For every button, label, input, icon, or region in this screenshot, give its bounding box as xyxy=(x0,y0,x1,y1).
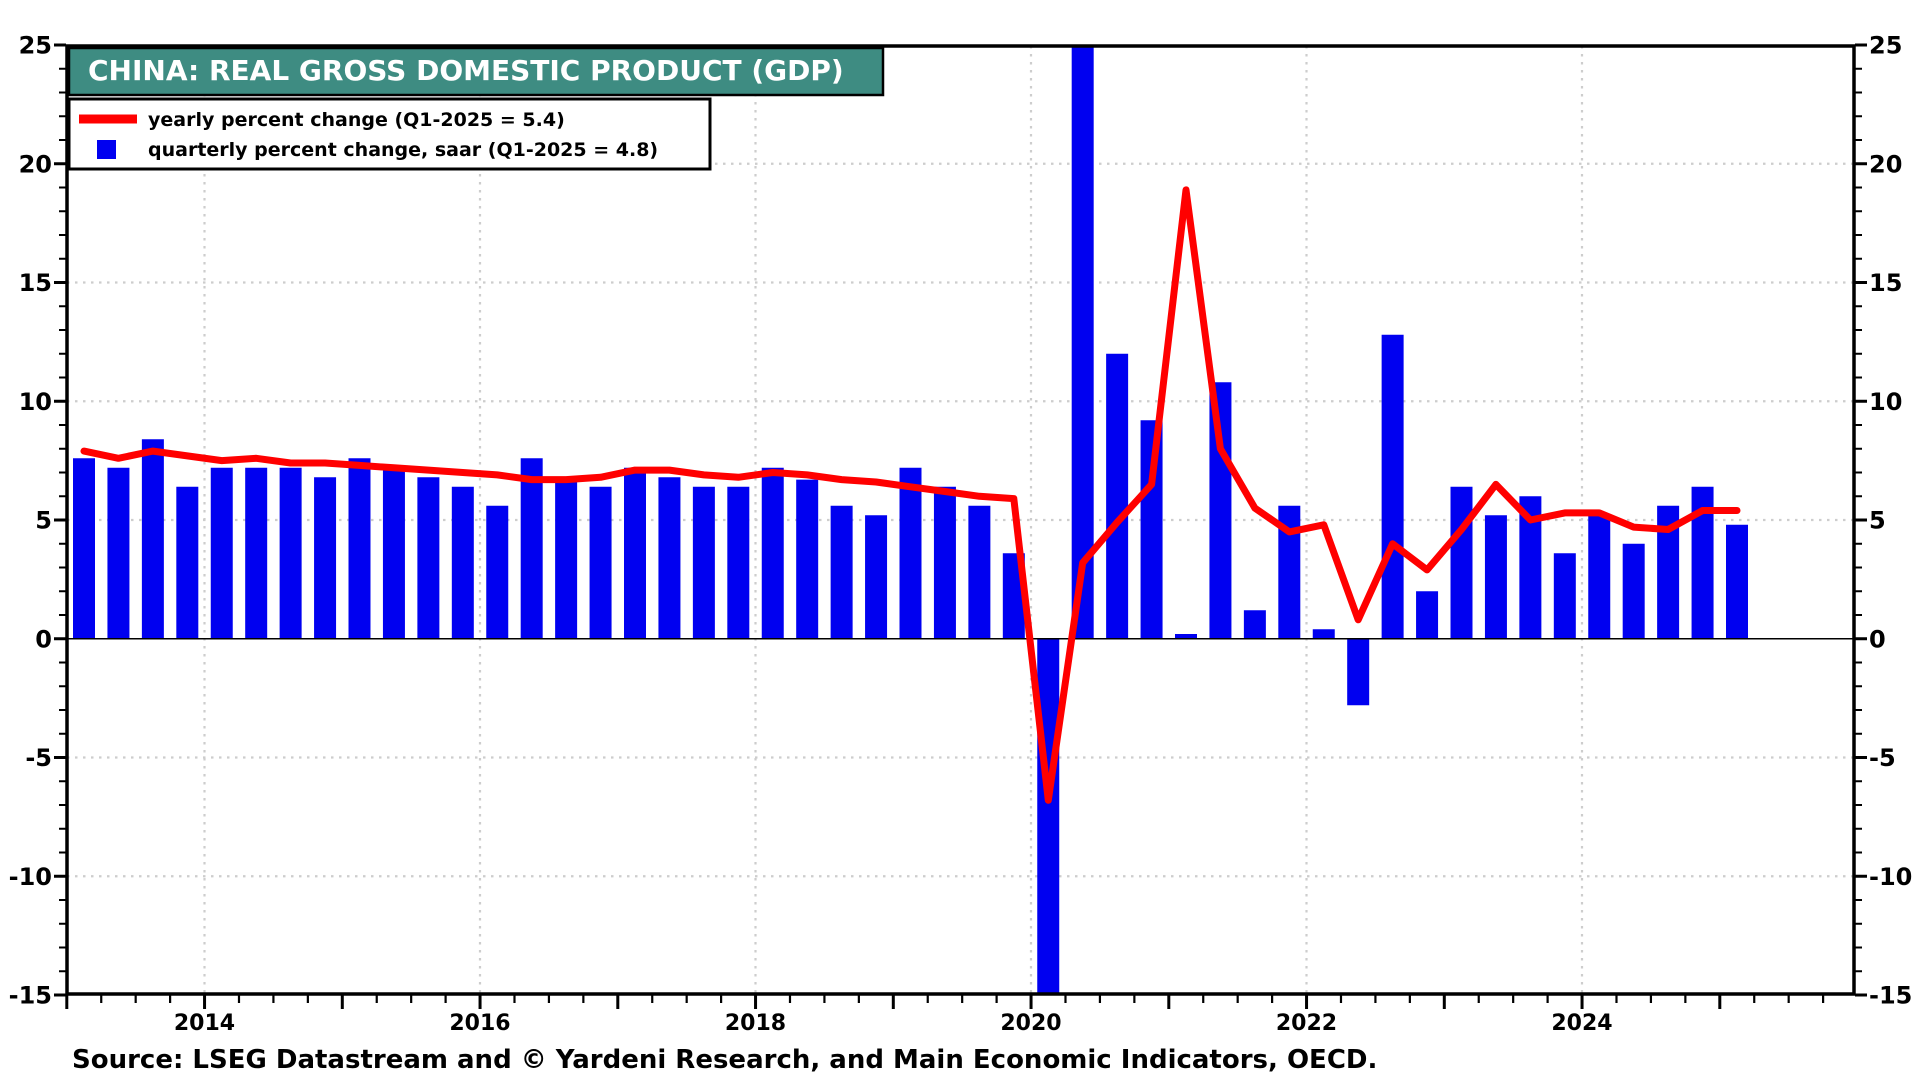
bar-quarterly-change xyxy=(245,467,268,639)
y-axis-label-right: 15 xyxy=(1869,269,1902,297)
y-axis-label-right: -15 xyxy=(1869,982,1912,1010)
source-text: Source: LSEG Datastream and © Yardeni Re… xyxy=(72,1045,1377,1075)
yearly-change-line-group xyxy=(80,186,1741,804)
chart-title-box: CHINA: REAL GROSS DOMESTIC PRODUCT (GDP) xyxy=(67,46,885,97)
y-axis-label-left: 25 xyxy=(19,32,52,60)
line-yearly-change xyxy=(80,186,1741,804)
x-axis-year-labels: 2014 2016 2018 2020 2022 2024 xyxy=(174,1011,1613,1036)
title-background xyxy=(67,46,885,97)
y-axis-label-right: 5 xyxy=(1869,507,1886,535)
y-axis-label-right: 10 xyxy=(1869,388,1902,416)
x-axis-year-label: 2016 xyxy=(449,1011,510,1036)
y-axis-label-left: -5 xyxy=(25,744,52,772)
bar-quarterly-change xyxy=(279,467,302,639)
legend-bar-label: quarterly percent change, saar (Q1-2025 … xyxy=(148,139,658,161)
bar-quarterly-change xyxy=(1243,610,1266,639)
x-axis-year-label: 2022 xyxy=(1276,1011,1337,1036)
y-axis-label-left: -10 xyxy=(9,863,52,891)
bar-quarterly-change xyxy=(141,439,164,639)
y-axis-labels-right: -15 -10 -5 0 5 10 15 20 25 xyxy=(1869,32,1912,1010)
bar-quarterly-change xyxy=(1312,629,1335,639)
y-axis-label-right: -10 xyxy=(1869,863,1912,891)
quarterly-change-bars xyxy=(73,46,1748,994)
bar-quarterly-change xyxy=(899,467,922,639)
bar-quarterly-change xyxy=(314,477,337,639)
x-axis-year-label: 2014 xyxy=(174,1011,235,1036)
bar-quarterly-change xyxy=(624,467,646,639)
bar-quarterly-change xyxy=(1416,591,1439,639)
bar-quarterly-change xyxy=(727,486,750,639)
bar-quarterly-change xyxy=(865,515,888,639)
y-axis-label-left: -15 xyxy=(9,982,52,1010)
page-title: CHINA: REAL GROSS DOMESTIC PRODUCT (GDP) xyxy=(88,54,844,87)
x-axis-year-label: 2020 xyxy=(1000,1011,1061,1036)
bar-quarterly-change xyxy=(1381,334,1404,639)
legend-line-label: yearly percent change (Q1-2025 = 5.4) xyxy=(148,109,565,131)
bar-quarterly-change xyxy=(1278,505,1301,639)
bar-quarterly-change xyxy=(176,486,199,639)
vertical-gridlines xyxy=(203,46,1584,994)
y-axis-label-right: 25 xyxy=(1869,32,1902,60)
bar-quarterly-change xyxy=(761,467,784,639)
bar-quarterly-change xyxy=(830,505,853,639)
y-axis-label-right: 20 xyxy=(1869,150,1902,178)
bar-quarterly-change xyxy=(1553,553,1576,639)
y-axis-label-left: 15 xyxy=(19,269,52,297)
y-axis-label-right: -5 xyxy=(1869,744,1896,772)
bar-quarterly-change xyxy=(417,477,440,639)
bar-quarterly-change xyxy=(1140,420,1163,639)
bar-quarterly-change xyxy=(486,505,509,639)
bar-quarterly-change xyxy=(1726,524,1748,639)
legend-box xyxy=(67,97,712,171)
y-axis-labels-left: -15 -10 -5 0 5 10 15 20 25 xyxy=(9,32,52,1010)
bar-quarterly-change xyxy=(1519,496,1542,639)
y-axis-label-left: 20 xyxy=(19,150,52,178)
y-axis-label-left: 10 xyxy=(19,388,52,416)
bar-quarterly-change xyxy=(1622,543,1645,639)
bar-quarterly-change xyxy=(520,458,543,639)
bar-quarterly-change xyxy=(1657,505,1680,639)
legend-bar-swatch xyxy=(97,140,116,159)
bar-quarterly-change xyxy=(968,505,991,639)
bar-quarterly-change xyxy=(348,458,371,639)
bar-quarterly-change xyxy=(1106,353,1129,639)
bar-quarterly-change xyxy=(1209,382,1232,639)
bar-quarterly-change xyxy=(1588,515,1611,639)
legend: yearly percent change (Q1-2025 = 5.4) qu… xyxy=(67,97,712,171)
bar-quarterly-change xyxy=(1071,46,1094,639)
bar-quarterly-change xyxy=(692,486,715,639)
bar-quarterly-change xyxy=(796,479,819,639)
bar-quarterly-change xyxy=(382,467,405,639)
bar-quarterly-change xyxy=(451,486,474,639)
bar-quarterly-change xyxy=(1347,638,1370,706)
bar-quarterly-change xyxy=(658,477,681,639)
x-axis-year-label: 2024 xyxy=(1551,1011,1612,1036)
x-axis-year-label: 2018 xyxy=(725,1011,786,1036)
bar-quarterly-change xyxy=(73,458,95,639)
bar-quarterly-change xyxy=(1175,634,1197,639)
bar-quarterly-change xyxy=(555,482,578,639)
bar-quarterly-change xyxy=(933,486,956,639)
y-axis-label-left: 5 xyxy=(35,507,52,535)
axis-ticks xyxy=(54,43,1867,1009)
bar-quarterly-change xyxy=(1691,486,1714,639)
bar-quarterly-change xyxy=(1450,486,1473,639)
plot-frame xyxy=(65,44,1856,996)
bar-quarterly-change xyxy=(210,467,233,639)
y-axis-label-right: 0 xyxy=(1869,625,1886,653)
bar-quarterly-change xyxy=(1484,515,1507,639)
bar-quarterly-change xyxy=(589,486,612,639)
bar-quarterly-change xyxy=(107,467,130,639)
y-axis-label-left: 0 xyxy=(35,625,52,653)
